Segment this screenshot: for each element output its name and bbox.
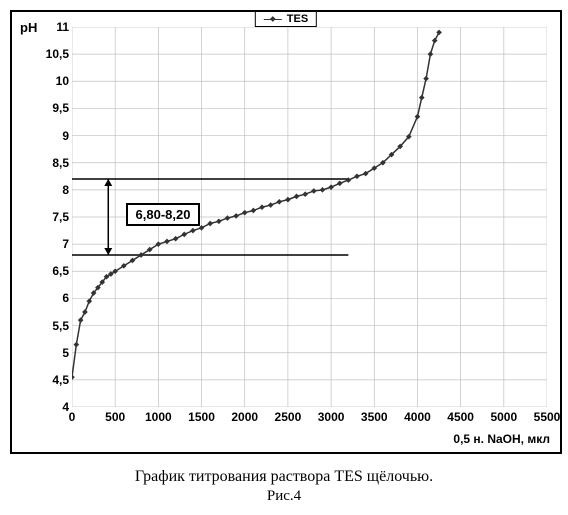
x-tick: 3000	[318, 410, 345, 424]
x-tick: 1000	[145, 410, 172, 424]
y-tick: 6	[37, 291, 69, 305]
y-tick: 10,5	[37, 47, 69, 61]
caption: График титрования раствора TES щёлочью.	[10, 468, 558, 486]
buffer-range-label: 6,80-8,20	[136, 207, 191, 222]
legend: TES	[255, 11, 317, 27]
y-tick: 10	[37, 74, 69, 88]
x-tick: 2000	[231, 410, 258, 424]
y-tick: 5	[37, 346, 69, 360]
x-tick: 4500	[447, 410, 474, 424]
buffer-range-box: 6,80-8,20	[126, 203, 201, 226]
legend-marker	[264, 19, 282, 20]
y-tick: 7,5	[37, 210, 69, 224]
x-tick: 5500	[534, 410, 561, 424]
x-tick: 4000	[404, 410, 431, 424]
x-tick: 0	[69, 410, 76, 424]
figure-label: Рис.4	[10, 488, 558, 505]
y-tick: 11	[37, 20, 69, 34]
x-axis-label: 0,5 н. NaOH, мкл	[453, 432, 550, 446]
y-tick: 8	[37, 183, 69, 197]
y-tick: 4,5	[37, 373, 69, 387]
x-tick: 3500	[361, 410, 388, 424]
x-tick: 1500	[188, 410, 215, 424]
chart-frame: TES pH 0,5 н. NaOH, мкл 4 4,5 5 5,5 6 6,5 7 7,5…	[10, 10, 562, 454]
y-tick: 8,5	[37, 156, 69, 170]
y-tick: 6,5	[37, 264, 69, 278]
x-tick: 2500	[275, 410, 302, 424]
x-tick: 5000	[490, 410, 517, 424]
y-tick: 7	[37, 237, 69, 251]
y-tick: 9,5	[37, 101, 69, 115]
y-tick: 4	[37, 400, 69, 414]
y-axis-label: pH	[20, 20, 37, 35]
legend-label: TES	[287, 13, 308, 25]
y-tick: 5,5	[37, 319, 69, 333]
x-tick: 500	[105, 410, 125, 424]
y-tick: 9	[37, 129, 69, 143]
